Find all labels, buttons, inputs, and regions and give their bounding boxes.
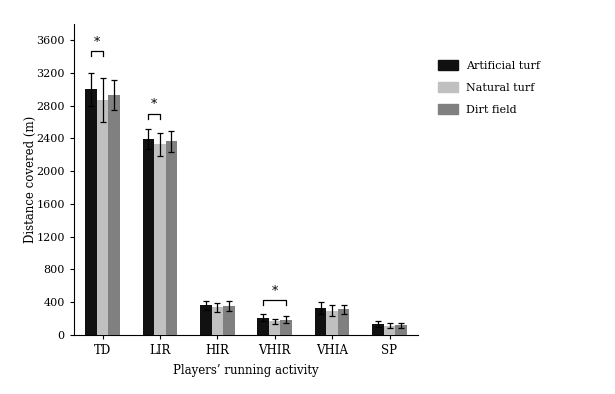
- Bar: [154, 144, 165, 335]
- Text: *: *: [151, 98, 157, 111]
- Text: *: *: [272, 285, 278, 298]
- Bar: [97, 100, 108, 335]
- Bar: [258, 318, 269, 335]
- Bar: [212, 307, 223, 335]
- Bar: [280, 320, 292, 335]
- Bar: [108, 95, 120, 335]
- Bar: [143, 139, 154, 335]
- Bar: [165, 141, 177, 335]
- Bar: [372, 324, 384, 335]
- Bar: [200, 305, 212, 335]
- Bar: [85, 89, 97, 335]
- Y-axis label: Distance covered (m): Distance covered (m): [24, 116, 38, 243]
- Bar: [327, 311, 338, 335]
- Bar: [315, 308, 327, 335]
- Bar: [223, 306, 234, 335]
- Bar: [395, 325, 407, 335]
- X-axis label: Players’ running activity: Players’ running activity: [173, 364, 319, 377]
- Bar: [269, 322, 280, 335]
- Text: *: *: [93, 36, 100, 49]
- Bar: [338, 309, 349, 335]
- Legend: Artificial turf, Natural turf, Dirt field: Artificial turf, Natural turf, Dirt fiel…: [437, 60, 541, 115]
- Bar: [384, 326, 395, 335]
